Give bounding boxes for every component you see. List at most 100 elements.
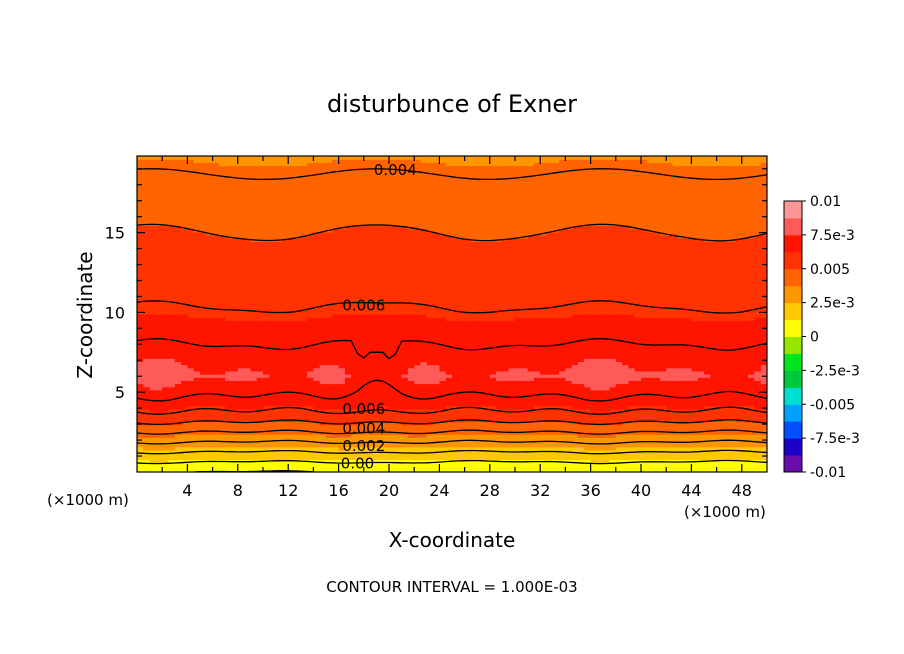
band-cell <box>155 418 163 423</box>
band-cell <box>200 402 207 407</box>
band-cell <box>477 415 485 419</box>
band-cell <box>250 462 258 467</box>
band-cell <box>275 440 283 445</box>
band-cell <box>256 437 264 441</box>
band-cell <box>414 465 422 470</box>
band-cell <box>187 358 195 362</box>
band-cell <box>527 383 535 388</box>
band-cell <box>307 424 314 429</box>
band-cell <box>439 377 447 381</box>
band-cell <box>244 364 251 369</box>
band-cell <box>250 351 258 356</box>
band-cell <box>552 336 560 340</box>
band-cell <box>659 355 667 359</box>
band-cell <box>634 396 642 400</box>
band-cell <box>452 336 459 340</box>
band-cell <box>263 361 270 366</box>
band-cell <box>741 421 749 426</box>
band-cell <box>760 370 767 375</box>
band-cell <box>559 424 566 429</box>
band-cell <box>678 374 686 378</box>
band-cell <box>420 342 428 347</box>
band-cell <box>338 424 346 429</box>
band-cell <box>395 408 403 413</box>
band-cell <box>439 465 447 470</box>
band-cell <box>187 465 195 470</box>
band-cell <box>697 443 705 448</box>
band-cell <box>206 329 214 334</box>
band-cell <box>603 408 611 413</box>
band-cell <box>433 336 440 340</box>
band-cell <box>552 380 560 385</box>
band-cell <box>533 462 541 467</box>
band-cell <box>678 443 686 448</box>
band-cell <box>332 364 340 369</box>
band-cell <box>426 402 434 407</box>
band-cell <box>281 446 289 451</box>
band-cell <box>615 399 623 404</box>
band-cell <box>452 437 459 441</box>
band-cell <box>489 440 497 445</box>
band-cell <box>357 320 365 325</box>
band-cell <box>716 339 724 344</box>
band-cell <box>578 443 585 448</box>
band-cell <box>634 314 642 318</box>
band-cell <box>735 374 743 378</box>
band-cell <box>420 383 428 388</box>
band-cell <box>496 405 503 410</box>
band-cell <box>458 449 466 454</box>
band-cell <box>137 415 144 419</box>
band-cell <box>275 326 283 331</box>
band-cell <box>666 355 674 359</box>
band-cell <box>256 430 264 435</box>
band-cell <box>420 459 428 464</box>
band-cell <box>256 440 264 445</box>
band-cell <box>181 449 188 454</box>
band-cell <box>281 364 289 369</box>
band-cell <box>729 434 737 438</box>
band-cell <box>174 399 182 404</box>
band-cell <box>559 421 566 426</box>
band-cell <box>357 405 365 410</box>
band-cell <box>710 399 718 404</box>
band-cell <box>565 446 573 451</box>
band-cell <box>647 468 655 472</box>
band-cell <box>641 339 648 344</box>
band-cell <box>634 430 642 435</box>
band-cell <box>735 332 743 337</box>
band-cell <box>452 449 459 454</box>
band-cell <box>433 408 440 413</box>
band-cell <box>401 449 409 454</box>
band-cell <box>288 380 296 385</box>
band-cell <box>603 345 611 350</box>
band-cell <box>691 405 699 410</box>
band-cell <box>672 465 680 470</box>
band-cell <box>212 364 220 369</box>
band-cell <box>546 380 554 385</box>
band-cell <box>628 348 636 353</box>
band-cell <box>218 427 226 432</box>
band-cell <box>502 339 510 344</box>
band-cell <box>200 418 207 423</box>
band-cell <box>332 329 340 334</box>
band-cell <box>143 370 151 375</box>
band-cell <box>326 374 333 378</box>
band-cell <box>685 399 692 404</box>
band-cell <box>748 465 755 470</box>
band-cell <box>546 355 554 359</box>
band-cell <box>389 427 396 432</box>
band-cell <box>370 326 377 331</box>
band-cell <box>439 415 447 419</box>
band-cell <box>571 456 579 460</box>
band-cell <box>275 383 283 388</box>
band-cell <box>464 320 472 325</box>
band-cell <box>552 355 560 359</box>
band-cell <box>546 374 554 378</box>
band-cell <box>200 427 207 432</box>
band-cell <box>439 361 447 366</box>
band-cell <box>426 367 434 372</box>
band-cell <box>722 342 730 347</box>
band-cell <box>389 336 396 340</box>
band-cell <box>470 314 478 318</box>
band-cell <box>376 367 384 372</box>
